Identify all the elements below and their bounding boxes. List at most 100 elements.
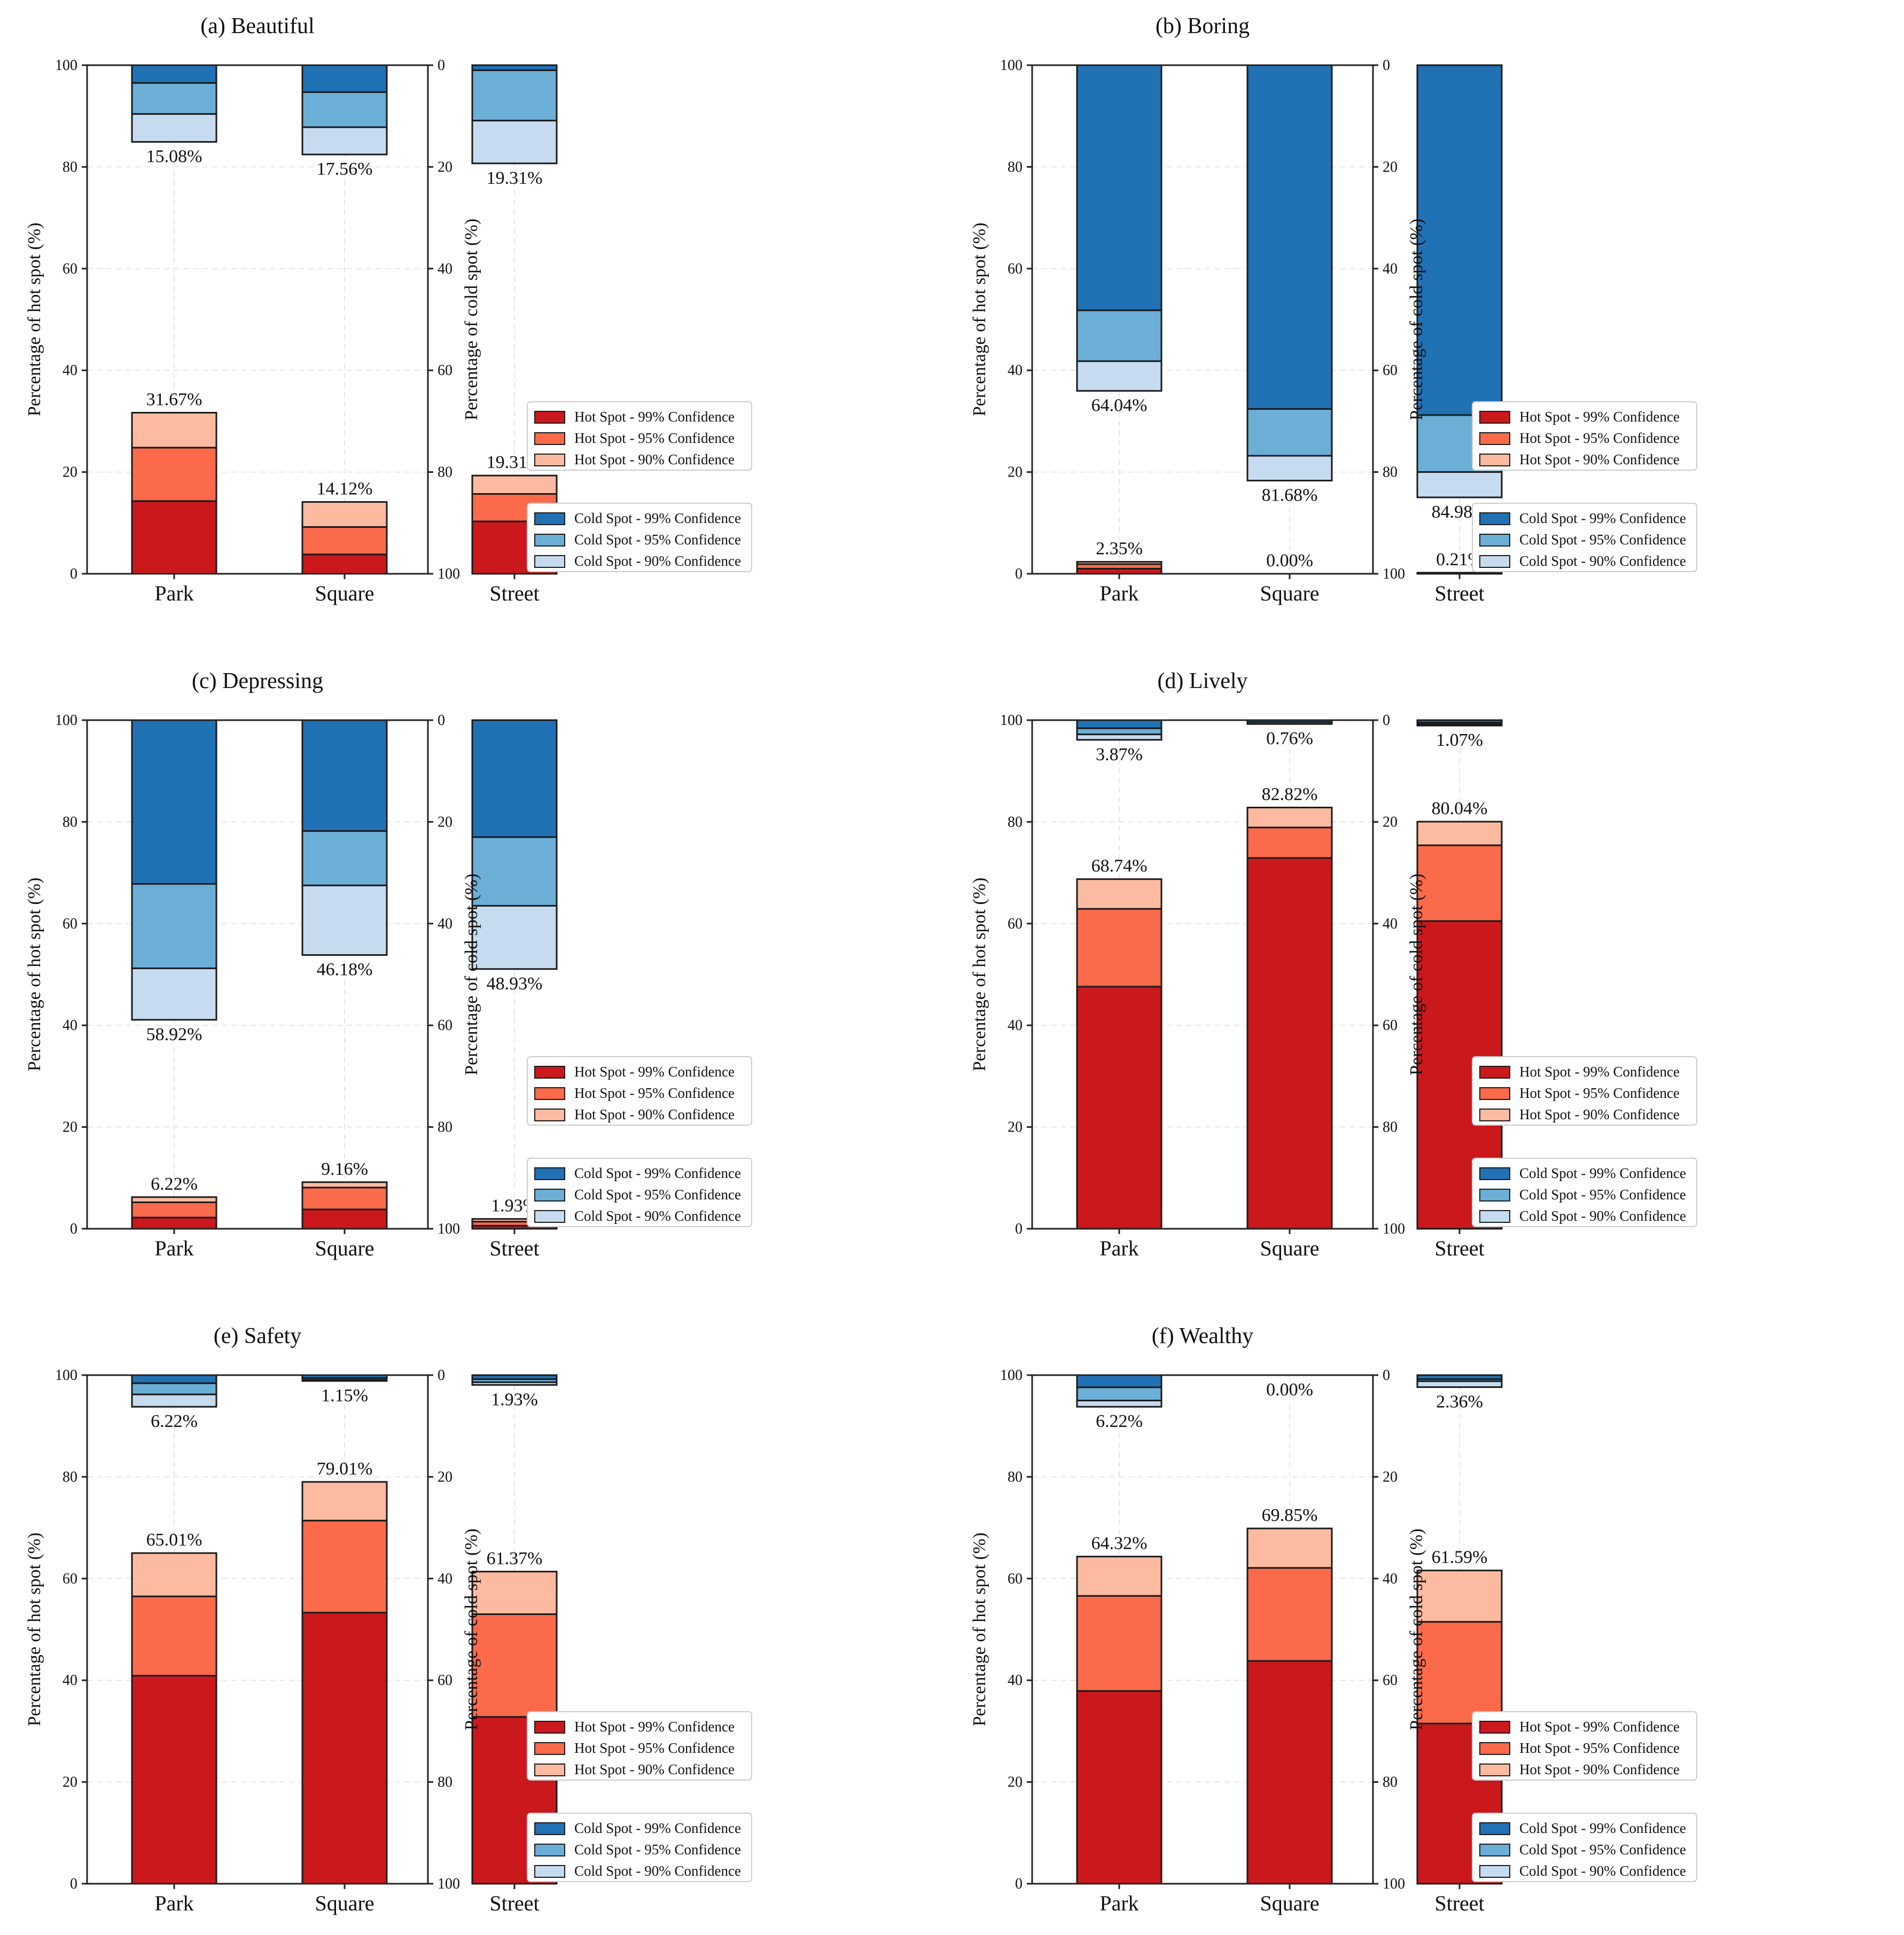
legend-swatch	[1479, 454, 1510, 466]
y2-tick-label: 40	[438, 1571, 452, 1587]
legend-cold: Cold Spot - 99% Confidence Cold Spot - 95…	[527, 503, 752, 572]
y-tick-label: 20	[1008, 464, 1023, 481]
legend-frame	[527, 1158, 752, 1227]
cold-total-label: 0.76%	[1266, 729, 1313, 748]
legend-swatch	[1479, 1822, 1510, 1835]
legend-entry: Cold Spot - 99% Confidence	[574, 510, 741, 526]
legend-swatch	[534, 1109, 565, 1121]
plot-frame	[86, 64, 429, 575]
hot-bar-c95-park	[1076, 908, 1162, 988]
y2-tick-label: 100	[1383, 1221, 1405, 1237]
legend-swatch	[1479, 1844, 1510, 1856]
cold-total-label: 1.93%	[491, 1390, 538, 1409]
legend-swatch	[534, 1167, 565, 1180]
legend-frame	[1472, 1711, 1697, 1781]
hot-bar-c99-park	[1076, 986, 1162, 1230]
hot-total-label: 65.01%	[146, 1530, 202, 1550]
cold-bar-c95-park	[1076, 309, 1162, 362]
cold-bar-c95-square	[1246, 721, 1333, 725]
cold-total-label: 1.07%	[1436, 730, 1483, 750]
cold-bar-c99-square	[301, 719, 388, 832]
cold-bar-c90-park	[1076, 1400, 1162, 1408]
x-tick-label: Square	[1260, 581, 1319, 605]
chart-title: (e) Safety	[214, 1324, 301, 1348]
cold-bar-c99-square	[1246, 64, 1333, 410]
y2-tick-label: 0	[438, 712, 445, 729]
y2-axis-label: Percentage of cold spot (%)	[1407, 219, 1426, 420]
cold-bar-c90-street	[1416, 471, 1503, 498]
x-tick-label: Park	[154, 581, 193, 605]
hot-total-label: 79.01%	[317, 1459, 373, 1479]
legend-entry: Hot Spot - 90% Confidence	[1519, 451, 1680, 467]
legend-entry: Cold Spot - 90% Confidence	[1519, 553, 1686, 569]
legend-hot: Hot Spot - 99% Confidence Hot Spot - 95% …	[1472, 1711, 1697, 1781]
hot-bar-c95-park	[131, 447, 217, 502]
hot-bar-c95-street	[1416, 1621, 1503, 1725]
hot-bar-c90-park	[131, 412, 217, 449]
y-tick-label: 40	[63, 1672, 77, 1689]
legend-entry: Hot Spot - 95% Confidence	[1519, 1085, 1680, 1101]
cold-total-label: 1.15%	[321, 1386, 368, 1406]
legend-swatch	[534, 1066, 565, 1079]
hot-bar-c95-square	[1246, 1567, 1333, 1662]
legend-swatch	[534, 1721, 565, 1734]
cold-total-label: 58.92%	[146, 1025, 202, 1044]
legend-hot: Hot Spot - 99% Confidence Hot Spot - 95% …	[527, 401, 752, 471]
legend-entry: Hot Spot - 99% Confidence	[1519, 409, 1680, 425]
y-tick-label: 100	[55, 1367, 77, 1384]
legend-swatch	[534, 432, 565, 445]
cold-bar-c90-square	[301, 1379, 388, 1382]
y2-tick-label: 0	[1383, 57, 1390, 74]
x-tick-label: Street	[1434, 1891, 1484, 1915]
legend-frame	[1472, 401, 1697, 471]
cold-total-label: 15.08%	[146, 147, 202, 167]
legend-swatch	[1479, 432, 1510, 445]
cold-bar-c95-park	[131, 82, 217, 115]
y2-tick-label: 40	[1383, 916, 1398, 932]
y-tick-label: 0	[70, 566, 77, 582]
hot-total-label: 68.74%	[1091, 856, 1148, 876]
hot-total-label: 69.85%	[1262, 1505, 1318, 1525]
legend-entry: Hot Spot - 90% Confidence	[574, 451, 735, 467]
y2-tick-label: 60	[438, 1672, 452, 1689]
hot-total-label: 0.00%	[1266, 551, 1313, 571]
y2-tick-label: 100	[1383, 566, 1405, 582]
legend-swatch	[534, 1742, 565, 1755]
legend-frame	[527, 503, 752, 572]
y2-tick-label: 80	[438, 1119, 452, 1136]
legend-swatch	[534, 1865, 565, 1878]
legend-entry: Cold Spot - 99% Confidence	[1519, 1820, 1686, 1836]
plot-frame	[1031, 1374, 1374, 1885]
legend-entry: Cold Spot - 95% Confidence	[1519, 532, 1686, 548]
x-tick-label: Park	[1099, 1891, 1138, 1915]
cold-bar-c99-street	[1416, 64, 1503, 416]
hot-total-label: 31.67%	[146, 390, 202, 410]
y-tick-label: 20	[1008, 1774, 1023, 1791]
legend-cold: Cold Spot - 99% Confidence Cold Spot - 95…	[1472, 1158, 1697, 1227]
y-tick-label: 100	[1000, 712, 1023, 729]
y-tick-label: 40	[63, 362, 77, 379]
hot-total-label: 2.35%	[1096, 539, 1143, 559]
legend-entry: Hot Spot - 99% Confidence	[574, 1064, 735, 1080]
hot-bar-c90-park	[1076, 1556, 1162, 1597]
y-axis-label: Percentage of hot spot (%)	[970, 878, 989, 1072]
legend-swatch	[1479, 1865, 1510, 1878]
hot-bar-c95-park	[131, 1201, 217, 1219]
cold-bar-c95-park	[1076, 1386, 1162, 1402]
hot-total-label: 14.12%	[317, 479, 373, 499]
x-tick-label: Square	[1260, 1891, 1319, 1915]
legend-swatch	[534, 1822, 565, 1835]
legend-entry: Cold Spot - 99% Confidence	[574, 1165, 741, 1181]
cold-bar-c99-park	[131, 1374, 217, 1384]
cold-bar-c99-park	[131, 719, 217, 885]
legend-entry: Cold Spot - 95% Confidence	[574, 1842, 741, 1858]
y2-tick-label: 0	[1383, 1367, 1390, 1384]
cold-total-label: 3.87%	[1096, 745, 1143, 764]
x-tick-label: Park	[1099, 581, 1138, 605]
y-tick-label: 20	[63, 1774, 77, 1791]
hot-bar-c99-square	[1246, 857, 1333, 1230]
legend-swatch	[534, 534, 565, 547]
cold-bar-c99-park	[1076, 1374, 1162, 1388]
legend-entry: Cold Spot - 95% Confidence	[574, 1187, 741, 1203]
